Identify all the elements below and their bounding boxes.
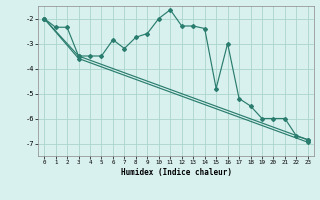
X-axis label: Humidex (Indice chaleur): Humidex (Indice chaleur) bbox=[121, 168, 231, 177]
